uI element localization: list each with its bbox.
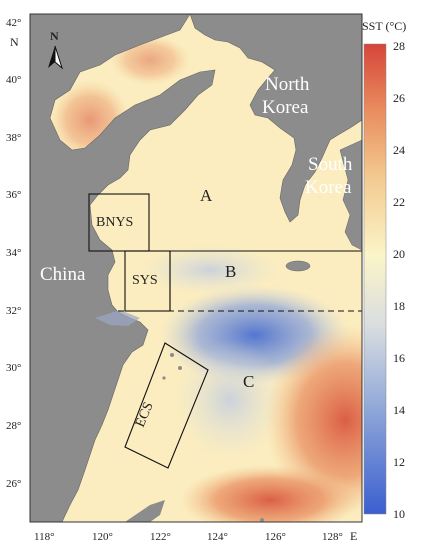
cool-water-patch-b xyxy=(140,245,280,295)
label-north-korea-1: North xyxy=(265,74,310,95)
jeju-island xyxy=(285,260,311,272)
lat-tick-36: 36° xyxy=(6,189,21,201)
colorbar-tick-14: 14 xyxy=(393,403,405,417)
korea-land xyxy=(189,14,362,223)
colorbar-tick-28: 28 xyxy=(393,39,405,53)
lat-tick-38: 38° xyxy=(6,132,21,144)
label-north-korea-2: Korea xyxy=(262,97,309,118)
colorbar-gradient xyxy=(363,43,387,515)
label-south-korea-2: Korea xyxy=(305,177,352,198)
label-region-c: C xyxy=(243,372,254,391)
lat-tick-42: 42° xyxy=(6,17,21,29)
label-south-korea-1: South xyxy=(308,154,353,175)
label-region-b: B xyxy=(225,262,236,281)
lat-ticks: 42° N 40° 38° 36° 34° 32° 30° 28° 26° xyxy=(6,17,21,490)
map-area xyxy=(30,14,362,522)
colorbar-tick-18: 18 xyxy=(393,299,405,313)
lon-tick-128: 128° xyxy=(322,531,343,543)
colorbar-tick-22: 22 xyxy=(393,195,405,209)
colorbar: SST (°C) 28 26 24 22 20 18 16 14 12 10 xyxy=(362,19,406,521)
label-sys: SYS xyxy=(132,273,158,288)
japan-land xyxy=(339,139,362,251)
lat-axis-letter: N xyxy=(10,35,19,49)
lon-tick-126: 126° xyxy=(265,531,286,543)
label-bnys: BNYS xyxy=(96,215,133,230)
colorbar-tick-20: 20 xyxy=(393,247,405,261)
colorbar-tick-16: 16 xyxy=(393,351,405,365)
island xyxy=(178,366,182,370)
cool-water-patch xyxy=(175,340,285,460)
colorbar-title: SST (°C) xyxy=(362,19,406,33)
lat-tick-28: 28° xyxy=(6,420,21,432)
island xyxy=(162,376,166,380)
yangtze-estuary xyxy=(95,310,140,326)
lat-tick-26: 26° xyxy=(6,478,21,490)
colorbar-tick-12: 12 xyxy=(393,455,405,469)
lat-tick-30: 30° xyxy=(6,362,21,374)
colorbar-tick-10: 10 xyxy=(393,507,405,521)
island xyxy=(260,518,264,522)
colorbar-tick-26: 26 xyxy=(393,91,405,105)
colorbar-tick-24: 24 xyxy=(393,143,405,157)
map-border xyxy=(29,13,363,523)
lat-tick-40: 40° xyxy=(6,74,21,86)
china-land xyxy=(30,14,216,522)
taiwan-land xyxy=(125,500,165,522)
north-arrow: N xyxy=(48,29,64,70)
lon-axis-letter: E xyxy=(350,529,357,543)
island xyxy=(170,353,174,357)
label-china: China xyxy=(40,264,86,285)
lon-tick-120: 120° xyxy=(92,531,113,543)
lon-tick-118: 118° xyxy=(34,531,55,543)
north-arrow-label: N xyxy=(50,29,59,43)
lon-ticks: 118° 120° 122° 124° 126° 128° E xyxy=(34,529,357,543)
label-region-a: A xyxy=(200,186,213,205)
lon-tick-122: 122° xyxy=(150,531,171,543)
ecs-box xyxy=(124,342,209,469)
lat-tick-34: 34° xyxy=(6,247,21,259)
lat-tick-32: 32° xyxy=(6,305,21,317)
lon-tick-124: 124° xyxy=(207,531,228,543)
warm-water-patch-south xyxy=(180,465,360,522)
